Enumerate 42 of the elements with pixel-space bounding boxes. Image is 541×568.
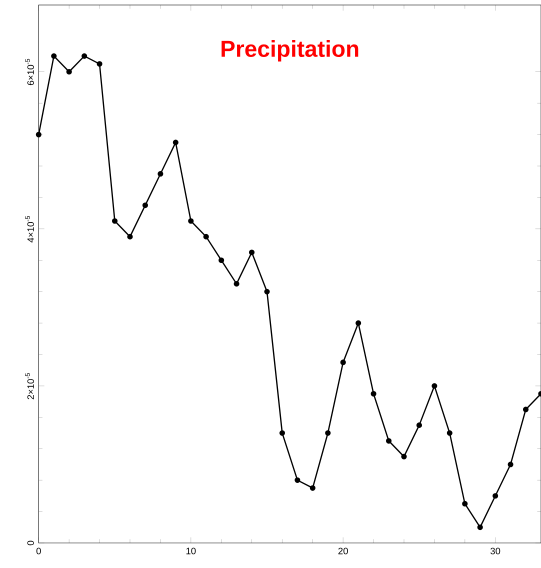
point [401,454,407,460]
point [51,53,57,59]
point [82,53,88,59]
point [36,132,42,138]
point [218,257,224,264]
point [203,234,209,240]
y-tick-label: 2×10$^{-5}$ [25,373,34,400]
point [492,493,498,499]
point [264,288,270,294]
point [294,477,300,483]
y-tick-label: 0 [27,540,34,546]
point [112,218,118,224]
point [462,500,468,507]
point [370,390,376,397]
point [432,383,438,389]
x-tick-label: 10 [186,548,196,554]
point [234,281,240,287]
point [158,171,164,177]
y-tick-label: 6×10$^{-5}$ [25,58,34,86]
text: Precipitation [222,40,358,62]
point [416,422,422,428]
point [477,524,483,530]
point [340,360,346,366]
x-tick-label: 0 [36,548,41,554]
point [127,234,133,240]
x-tick-label: 30 [490,548,500,554]
point [96,61,102,67]
point [248,250,255,256]
y-tick-label: 4×10$^{-5}$ [25,216,34,242]
point [446,430,452,436]
point [172,140,178,146]
point [522,406,529,412]
point [279,430,286,436]
x-tick-label: 20 [338,548,348,554]
point [310,485,316,491]
point [142,202,148,208]
point [188,218,194,224]
point [508,462,514,468]
point [386,438,392,444]
point [356,320,362,326]
point [325,430,331,436]
point [66,68,72,75]
